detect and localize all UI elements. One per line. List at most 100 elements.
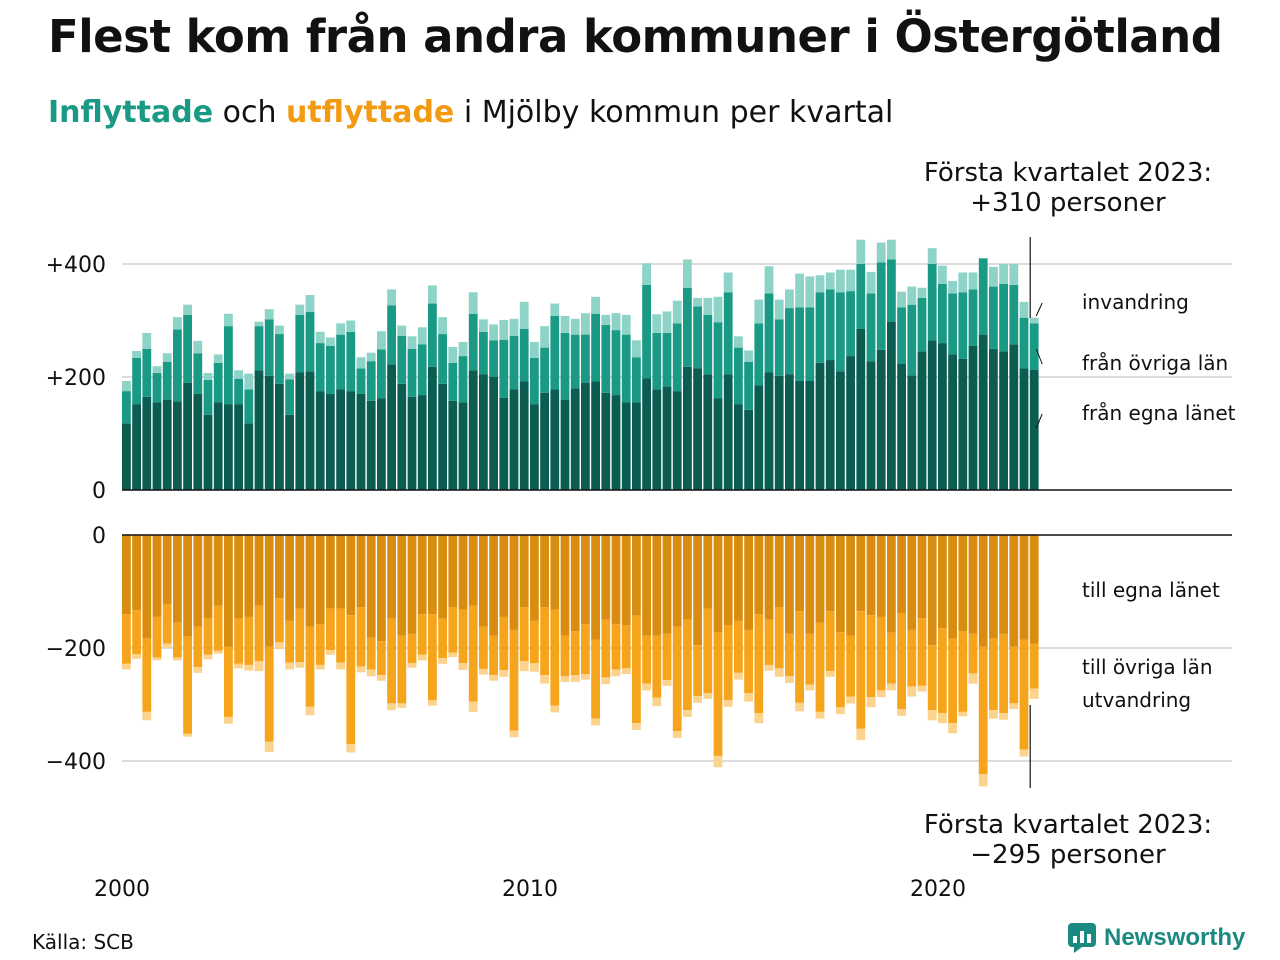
bar-in-other-counties — [744, 361, 753, 410]
bar-in-other-counties — [968, 289, 978, 346]
bar-out-own-county — [897, 535, 906, 613]
bar-out-other-counties — [591, 639, 600, 719]
bar-in-own-county — [193, 393, 203, 490]
bar-out-emigration — [693, 696, 702, 703]
bar-in-other-counties — [428, 303, 437, 367]
in-series-label-connector — [1035, 413, 1043, 429]
bar-in-other-counties — [530, 357, 539, 405]
bar-in-immigration — [448, 347, 458, 363]
bar-out-emigration — [846, 696, 855, 704]
bar-in-own-county — [723, 374, 733, 490]
bar-out-own-county — [1019, 535, 1029, 640]
bar-out-emigration — [978, 773, 988, 787]
bar-out-other-counties — [693, 645, 702, 697]
bar-in-other-counties — [417, 344, 427, 396]
annotation-bottom-line2: −295 personer — [970, 840, 1166, 870]
bar-in-immigration — [254, 321, 264, 327]
bar-in-immigration — [642, 263, 651, 285]
bar-out-other-counties — [224, 646, 233, 717]
bar-out-own-county — [234, 535, 243, 619]
bar-out-other-counties — [632, 615, 641, 724]
bar-in-own-county — [560, 399, 570, 490]
bar-in-own-county — [805, 380, 815, 490]
bar-in-immigration — [356, 357, 366, 369]
bar-in-own-county — [958, 358, 968, 490]
bar-in-other-counties — [897, 307, 906, 365]
bar-out-own-county — [417, 535, 427, 615]
bar-in-other-counties — [264, 319, 274, 376]
bar-in-immigration — [611, 313, 621, 331]
bar-in-immigration — [407, 336, 417, 349]
bar-in-immigration — [785, 289, 794, 309]
bar-out-emigration — [876, 690, 886, 698]
bar-in-immigration — [693, 297, 702, 307]
bar-in-own-county — [672, 391, 682, 490]
bar-out-emigration — [764, 664, 774, 671]
bar-out-other-counties — [642, 635, 651, 684]
bar-out-emigration — [652, 697, 662, 707]
bar-in-other-counties — [173, 329, 182, 402]
bar-in-immigration — [887, 239, 896, 260]
bar-out-emigration — [366, 669, 376, 677]
bar-in-immigration — [1009, 264, 1019, 285]
bar-in-own-county — [224, 404, 233, 490]
bar-out-own-county — [907, 535, 917, 630]
bar-out-own-county — [601, 535, 611, 620]
bar-out-other-counties — [1019, 639, 1029, 750]
bar-out-emigration — [499, 670, 509, 677]
bar-out-emigration — [611, 669, 621, 677]
bar-in-other-counties — [621, 334, 631, 403]
bar-out-own-county — [866, 535, 876, 616]
bar-out-other-counties — [754, 614, 764, 713]
bar-out-other-counties — [438, 618, 447, 659]
bar-in-other-counties — [1029, 323, 1039, 370]
newsworthy-logo[interactable]: Newsworthy — [1068, 923, 1245, 953]
bar-in-other-counties — [254, 326, 264, 371]
bar-out-emigration — [897, 709, 906, 716]
bar-in-own-county — [417, 395, 427, 490]
bar-in-other-counties — [734, 347, 743, 405]
bar-in-immigration — [632, 340, 641, 358]
bar-out-own-county — [825, 535, 835, 612]
bar-in-other-counties — [815, 292, 825, 363]
bar-in-other-counties — [764, 293, 774, 373]
bar-in-immigration — [285, 373, 294, 380]
bar-out-emigration — [795, 702, 804, 712]
bar-out-own-county — [295, 535, 305, 609]
bar-in-own-county — [519, 381, 529, 490]
bar-out-own-county — [774, 535, 784, 608]
bar-in-immigration — [1029, 317, 1039, 324]
bar-in-other-counties — [958, 292, 968, 359]
bar-in-own-county — [999, 351, 1008, 490]
bar-out-other-counties — [366, 637, 376, 670]
bar-in-immigration — [417, 327, 427, 345]
bar-out-emigration — [601, 677, 611, 685]
bar-out-other-counties — [825, 611, 835, 672]
bar-out-own-county — [254, 535, 264, 606]
bar-out-own-county — [162, 535, 172, 604]
bar-out-own-county — [438, 535, 447, 619]
bar-out-own-county — [672, 535, 682, 627]
bar-out-emigration — [244, 664, 254, 671]
bar-out-other-counties — [652, 635, 662, 698]
bar-out-other-counties — [397, 635, 407, 704]
bar-out-other-counties — [713, 632, 723, 756]
bar-in-other-counties — [499, 339, 509, 398]
bar-in-own-county — [346, 391, 356, 490]
bar-out-emigration — [642, 683, 651, 691]
bar-out-own-county — [887, 535, 896, 633]
bar-out-emigration — [570, 675, 580, 682]
bar-in-immigration — [662, 311, 672, 333]
bar-out-other-counties — [213, 605, 223, 651]
bar-in-immigration — [917, 287, 927, 298]
bar-in-immigration — [132, 351, 141, 358]
bar-out-other-counties — [489, 635, 498, 676]
bar-in-immigration — [428, 285, 437, 304]
bar-out-own-county — [856, 535, 866, 612]
bar-out-other-counties — [560, 635, 570, 677]
bar-in-immigration — [999, 264, 1008, 284]
bar-out-emigration — [203, 654, 213, 660]
bar-out-other-counties — [458, 609, 468, 664]
bar-out-other-counties — [193, 626, 203, 668]
bar-out-other-counties — [887, 632, 896, 684]
